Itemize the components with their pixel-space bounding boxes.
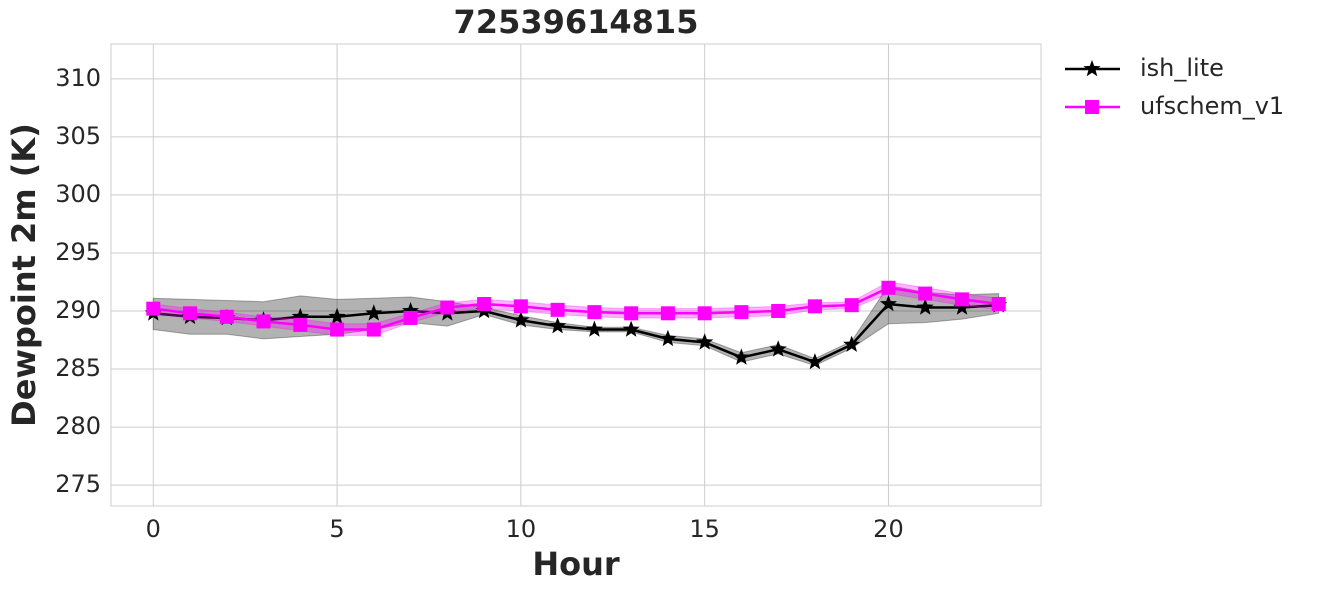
marker xyxy=(954,292,969,307)
marker xyxy=(916,298,934,315)
marker xyxy=(843,335,861,352)
marker xyxy=(440,300,455,315)
legend-label: ufschem_v1 xyxy=(1140,92,1284,120)
marker xyxy=(477,297,492,312)
x-tick-label: 10 xyxy=(506,515,537,543)
marker xyxy=(366,322,381,337)
marker xyxy=(293,317,308,332)
marker xyxy=(844,298,859,313)
marker xyxy=(403,310,418,325)
marker xyxy=(330,322,345,337)
marker xyxy=(513,299,528,314)
marker xyxy=(1085,100,1099,114)
marker xyxy=(1083,60,1101,77)
marker xyxy=(879,295,897,312)
y-tick-label: 275 xyxy=(55,470,101,498)
chart-title: 72539614815 xyxy=(454,3,699,41)
marker xyxy=(918,286,933,301)
marker xyxy=(512,311,530,328)
y-tick-label: 310 xyxy=(55,64,101,92)
marker xyxy=(696,333,714,350)
y-tick-label: 300 xyxy=(55,180,101,208)
x-tick-label: 5 xyxy=(329,515,344,543)
legend: ish_lite ufschem_v1 xyxy=(1065,54,1284,120)
marker xyxy=(146,301,161,316)
marker xyxy=(587,305,602,320)
x-tick-label: 15 xyxy=(689,515,720,543)
marker xyxy=(183,306,198,321)
marker xyxy=(256,314,271,329)
marker xyxy=(549,317,567,334)
marker xyxy=(219,309,234,324)
marker xyxy=(881,280,896,295)
x-axis-label: Hour xyxy=(532,545,620,583)
marker xyxy=(734,305,749,320)
marker xyxy=(550,302,565,317)
marker xyxy=(624,306,639,321)
x-tick-label: 0 xyxy=(146,515,161,543)
marker xyxy=(697,306,712,321)
marker xyxy=(365,304,383,321)
marker xyxy=(732,348,750,365)
plot-frame xyxy=(110,43,1042,507)
y-tick-label: 290 xyxy=(55,296,101,324)
marker xyxy=(991,297,1006,312)
line xyxy=(153,302,999,364)
marker xyxy=(771,303,786,318)
x-tick-label: 20 xyxy=(873,515,904,543)
marker xyxy=(953,298,971,315)
marker xyxy=(291,307,309,325)
marker xyxy=(402,302,420,319)
y-tick-label: 295 xyxy=(55,238,101,266)
marker xyxy=(660,306,675,321)
marker xyxy=(659,329,677,347)
y-tick-label: 280 xyxy=(55,412,101,440)
y-axis-label: Dewpoint 2m (K) xyxy=(5,123,43,427)
y-tick-label: 305 xyxy=(55,122,101,150)
marker xyxy=(807,299,822,314)
marker xyxy=(806,353,824,370)
marker xyxy=(622,320,640,337)
marker xyxy=(769,340,787,357)
marker xyxy=(328,307,346,325)
marker xyxy=(585,320,603,337)
legend-label: ish_lite xyxy=(1140,54,1224,82)
y-tick-label: 285 xyxy=(55,354,101,382)
